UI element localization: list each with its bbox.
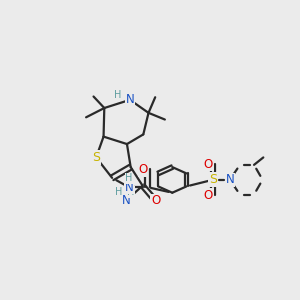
Text: H: H [116, 187, 123, 197]
Text: O: O [151, 194, 160, 207]
Text: N: N [122, 194, 130, 207]
Text: H: H [125, 173, 133, 183]
Text: O: O [204, 158, 213, 171]
Text: N: N [226, 173, 234, 186]
Text: N: N [124, 181, 133, 194]
Text: N: N [126, 93, 134, 106]
Text: O: O [138, 163, 148, 176]
Text: O: O [204, 189, 213, 202]
Text: H: H [114, 90, 122, 100]
Text: H: H [127, 187, 134, 197]
Text: S: S [209, 173, 217, 186]
Text: S: S [92, 151, 100, 164]
